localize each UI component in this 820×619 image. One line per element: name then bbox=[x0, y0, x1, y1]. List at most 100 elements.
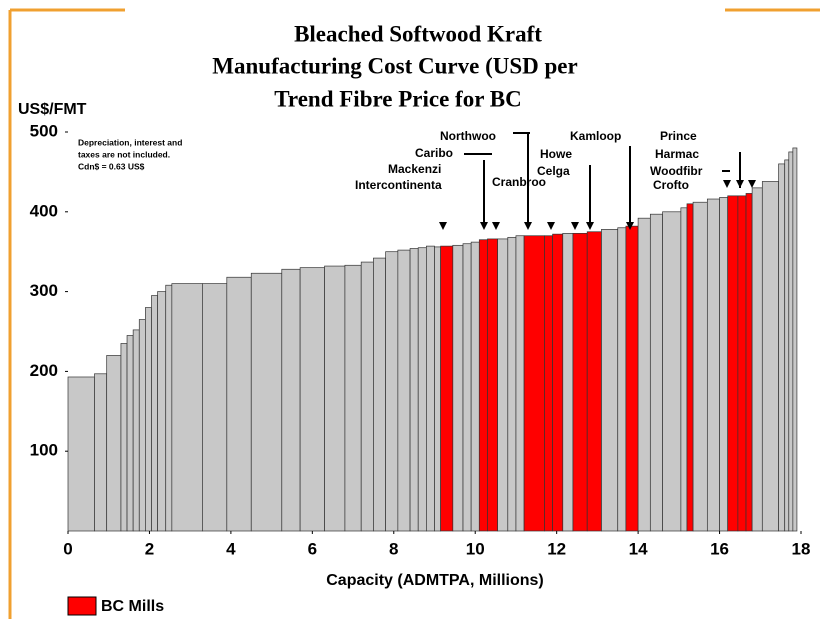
bar bbox=[745, 193, 753, 532]
x-tick-label: 12 bbox=[547, 539, 566, 558]
bar bbox=[572, 232, 588, 532]
x-tick-label: 10 bbox=[466, 539, 485, 558]
marker-arrow bbox=[524, 222, 532, 230]
bar bbox=[662, 211, 682, 532]
marker-arrow bbox=[571, 222, 579, 230]
x-tick-label: 0 bbox=[63, 539, 72, 558]
bar bbox=[281, 268, 301, 532]
x-tick-label: 16 bbox=[710, 539, 729, 558]
annotation: Northwoo bbox=[440, 129, 496, 143]
bar bbox=[397, 249, 411, 532]
annotation: Howe bbox=[540, 147, 572, 161]
bar bbox=[544, 235, 553, 532]
marker-arrow bbox=[492, 222, 500, 230]
bar bbox=[138, 319, 146, 532]
bar bbox=[692, 201, 708, 532]
x-tick-label: 2 bbox=[145, 539, 154, 558]
legend-swatch bbox=[67, 596, 97, 616]
bar bbox=[601, 229, 619, 532]
annotation: Cranbroo bbox=[492, 175, 546, 189]
y-axis-label: US$/FMT bbox=[18, 101, 87, 118]
annotation: Woodfibr bbox=[650, 164, 703, 178]
y-tick-label: 100 bbox=[30, 441, 58, 460]
note: Depreciation, interest and bbox=[78, 137, 182, 147]
bar bbox=[706, 198, 720, 532]
y-tick-label: 300 bbox=[30, 281, 58, 300]
bar bbox=[562, 232, 574, 532]
bar bbox=[151, 295, 158, 532]
bar bbox=[452, 244, 464, 532]
annotation: Kamloop bbox=[570, 129, 621, 143]
annotation: Caribo bbox=[415, 146, 453, 160]
x-tick-label: 6 bbox=[308, 539, 317, 558]
legend-label: BC Mills bbox=[101, 598, 164, 615]
bar bbox=[625, 225, 639, 532]
marker-arrow bbox=[547, 222, 555, 230]
bar bbox=[324, 265, 346, 532]
bar bbox=[586, 231, 602, 532]
bar bbox=[434, 246, 441, 532]
chart-title: Trend Fibre Price for BC bbox=[274, 86, 521, 111]
bar bbox=[106, 355, 122, 532]
bar bbox=[751, 187, 763, 532]
bar bbox=[417, 247, 427, 532]
annotation: Celga bbox=[537, 164, 570, 178]
bar bbox=[778, 163, 786, 532]
bar bbox=[344, 264, 362, 532]
bar bbox=[788, 151, 794, 532]
bar bbox=[617, 227, 627, 532]
bar bbox=[145, 307, 152, 532]
bar bbox=[487, 238, 498, 532]
annotation: Mackenzi bbox=[388, 162, 441, 176]
y-tick-label: 500 bbox=[30, 121, 58, 140]
bar bbox=[94, 373, 108, 532]
marker-arrow bbox=[723, 180, 731, 188]
bar bbox=[649, 213, 663, 532]
marker-arrow bbox=[748, 180, 756, 188]
x-axis-label: Capacity (ADMTPA, Millions) bbox=[326, 572, 544, 589]
bar bbox=[761, 181, 779, 532]
bar bbox=[478, 239, 488, 532]
bar bbox=[360, 261, 374, 532]
bar bbox=[523, 235, 545, 532]
x-tick-label: 18 bbox=[792, 539, 811, 558]
bar bbox=[737, 195, 747, 532]
chart-title: Manufacturing Cost Curve (USD per bbox=[212, 53, 577, 78]
bar bbox=[202, 283, 228, 532]
bar bbox=[67, 376, 95, 532]
annotation: Harmac bbox=[655, 147, 699, 161]
bar bbox=[120, 343, 128, 532]
bar bbox=[126, 335, 134, 532]
bar bbox=[250, 272, 283, 532]
bar bbox=[373, 257, 386, 532]
annotation: Intercontinenta bbox=[355, 178, 442, 192]
marker-arrow bbox=[439, 222, 447, 230]
bar bbox=[226, 276, 252, 532]
y-tick-label: 200 bbox=[30, 361, 58, 380]
bar bbox=[470, 241, 480, 532]
bar bbox=[409, 248, 419, 532]
bar bbox=[680, 207, 688, 532]
bar bbox=[132, 329, 140, 532]
annotation: Crofto bbox=[653, 178, 689, 192]
bar bbox=[515, 235, 525, 532]
bar bbox=[784, 159, 790, 532]
bar bbox=[497, 238, 509, 532]
bar bbox=[552, 233, 564, 532]
bar bbox=[426, 245, 435, 532]
bar bbox=[157, 291, 167, 532]
bar bbox=[299, 267, 325, 532]
bar bbox=[385, 251, 399, 532]
marker-arrow bbox=[626, 222, 634, 230]
marker-arrow bbox=[480, 222, 488, 230]
bar bbox=[507, 236, 517, 532]
bar bbox=[686, 203, 694, 532]
x-tick-label: 8 bbox=[389, 539, 398, 558]
marker-arrow bbox=[736, 180, 744, 188]
x-tick-label: 4 bbox=[226, 539, 236, 558]
bar bbox=[637, 217, 651, 532]
x-tick-label: 14 bbox=[629, 539, 648, 558]
marker-arrow bbox=[586, 222, 594, 230]
bar bbox=[462, 243, 472, 532]
